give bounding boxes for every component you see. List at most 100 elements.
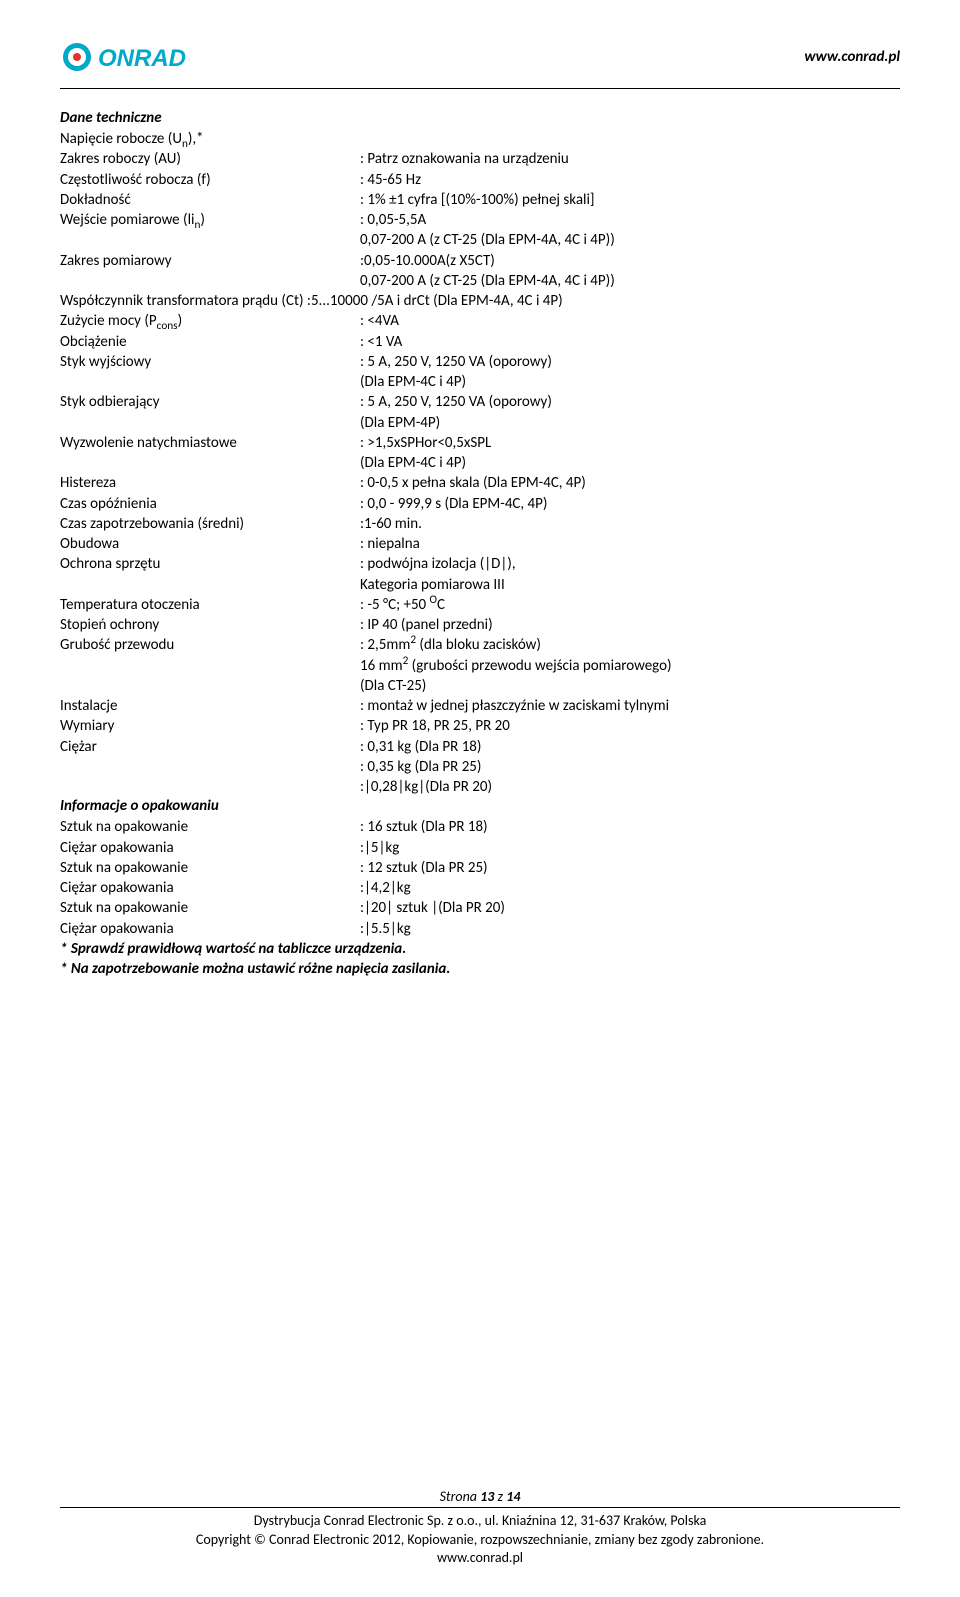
spec-value: : 0-0,5 x pełna skala (Dla EPM-4C, 4P) <box>360 473 900 493</box>
footer-line2: Copyright © Conrad Electronic 2012, Kopi… <box>60 1531 900 1549</box>
spec-row: Ochrona sprzętu: podwójna izolacja (|D|)… <box>60 554 900 574</box>
spec-label: Dokładność <box>60 190 360 210</box>
spec-value: :1-60 min. <box>360 514 900 534</box>
conrad-logo-icon: ONRAD <box>60 40 260 74</box>
spec-row: Styk odbierający: 5 A, 250 V, 1250 VA (o… <box>60 392 900 412</box>
spec-row: Napięcie robocze (Un),* <box>60 129 900 149</box>
spec-row: Temperatura otoczenia: -5 °C; +50 OC <box>60 595 900 615</box>
spec-label: Wejście pomiarowe (lin) <box>60 210 360 230</box>
packaging-value: :|5|kg <box>360 838 900 858</box>
page-number: Strona 13 z 14 <box>60 1488 900 1505</box>
packaging-row: Sztuk na opakowanie: 16 sztuk (Dla PR 18… <box>60 817 900 837</box>
spec-label: Obudowa <box>60 534 360 554</box>
spec-row: Ciężar: 0,31 kg (Dla PR 18) <box>60 737 900 757</box>
packaging-value: :|20| sztuk |(Dla PR 20) <box>360 898 900 918</box>
header-divider <box>60 88 900 89</box>
spec-sub: 0,07-200 A (z CT-25 (Dla EPM-4A, 4C i 4P… <box>360 271 900 291</box>
packaging-title: Informacje o opakowaniu <box>60 797 900 815</box>
spec-label: Obciążenie <box>60 332 360 352</box>
spec-value: : -5 °C; +50 OC <box>360 595 900 615</box>
spec-row: Czas zapotrzebowania (średni):1-60 min. <box>60 514 900 534</box>
spec-sub: (Dla EPM-4C i 4P) <box>360 453 900 473</box>
spec-label: Wymiary <box>60 716 360 736</box>
packaging-list: Sztuk na opakowanie: 16 sztuk (Dla PR 18… <box>60 817 900 939</box>
spec-row: Wejście pomiarowe (lin): 0,05-5,5A <box>60 210 900 230</box>
packaging-row: Sztuk na opakowanie: 12 sztuk (Dla PR 25… <box>60 858 900 878</box>
spec-label: Wyzwolenie natychmiastowe <box>60 433 360 453</box>
spec-sub: 16 mm2 (grubości przewodu wejścia pomiar… <box>360 656 900 676</box>
spec-label: Temperatura otoczenia <box>60 595 360 615</box>
spec-label: Styk odbierający <box>60 392 360 412</box>
packaging-label: Sztuk na opakowanie <box>60 898 360 918</box>
spec-row: Styk wyjściowy: 5 A, 250 V, 1250 VA (opo… <box>60 352 900 372</box>
packaging-label: Sztuk na opakowanie <box>60 858 360 878</box>
note-line: * Na zapotrzebowanie można ustawić różne… <box>60 959 900 979</box>
header-url: www.conrad.pl <box>804 48 900 66</box>
spec-sub: (Dla EPM-4P) <box>360 413 900 433</box>
packaging-row: Ciężar opakowania:|5.5|kg <box>60 919 900 939</box>
spec-row: Grubość przewodu: 2,5mm2 (dla bloku zaci… <box>60 635 900 655</box>
spec-value: : 0,05-5,5A <box>360 210 900 230</box>
packaging-value: :|5.5|kg <box>360 919 900 939</box>
spec-label: Częstotliwość robocza (f) <box>60 170 360 190</box>
spec-sub: : 0,35 kg (Dla PR 25) <box>360 757 900 777</box>
spec-label: Zakres pomiarowy <box>60 251 360 271</box>
spec-sub: (Dla EPM-4C i 4P) <box>360 372 900 392</box>
spec-value: :0,05-10.000A(z X5CT) <box>360 251 900 271</box>
spec-label: Histereza <box>60 473 360 493</box>
spec-label: Instalacje <box>60 696 360 716</box>
spec-value: : Patrz oznakowania na urządzeniu <box>360 149 900 169</box>
spec-sub: (Dla CT-25) <box>360 676 900 696</box>
packaging-label: Ciężar opakowania <box>60 919 360 939</box>
spec-value: : >1,5xSPHor<0,5xSPL <box>360 433 900 453</box>
spec-row: Obciążenie: <1 VA <box>60 332 900 352</box>
spec-value: : 5 A, 250 V, 1250 VA (oporowy) <box>360 392 900 412</box>
spec-value: : IP 40 (panel przedni) <box>360 615 900 635</box>
footer-divider <box>60 1507 900 1508</box>
spec-value: : podwójna izolacja (|D|), <box>360 554 900 574</box>
packaging-value: :|4,2|kg <box>360 878 900 898</box>
spec-value: : Typ PR 18, PR 25, PR 20 <box>360 716 900 736</box>
spec-row: Zakres roboczy (AU): Patrz oznakowania n… <box>60 149 900 169</box>
spec-row: Wymiary: Typ PR 18, PR 25, PR 20 <box>60 716 900 736</box>
spec-label: Zakres roboczy (AU) <box>60 149 360 169</box>
spec-row: Współczynnik transformatora prądu (Ct) :… <box>60 291 900 311</box>
footer-copyright: Dystrybucja Conrad Electronic Sp. z o.o.… <box>60 1512 900 1567</box>
page: ONRAD www.conrad.pl Dane techniczne Napi… <box>0 0 960 1597</box>
spec-value: : <1 VA <box>360 332 900 352</box>
header: ONRAD www.conrad.pl <box>60 40 900 74</box>
footer-line1: Dystrybucja Conrad Electronic Sp. z o.o.… <box>60 1512 900 1530</box>
spec-label: Czas zapotrzebowania (średni) <box>60 514 360 534</box>
spec-value: : niepalna <box>360 534 900 554</box>
spec-row: Zakres pomiarowy:0,05-10.000A(z X5CT) <box>60 251 900 271</box>
spec-value: : 5 A, 250 V, 1250 VA (oporowy) <box>360 352 900 372</box>
conrad-logo: ONRAD <box>60 40 260 74</box>
spec-row: Częstotliwość robocza (f): 45-65 Hz <box>60 170 900 190</box>
packaging-row: Ciężar opakowania:|5|kg <box>60 838 900 858</box>
spec-value: : <4VA <box>360 311 900 331</box>
spec-value: : 1% ±1 cyfra [(10%-100%) pełnej skali] <box>360 190 900 210</box>
spec-sub: Kategoria pomiarowa III <box>360 575 900 595</box>
spec-row: Czas opóźnienia: 0,0 - 999,9 s (Dla EPM-… <box>60 494 900 514</box>
spec-label: Grubość przewodu <box>60 635 360 655</box>
spec-label: Ciężar <box>60 737 360 757</box>
spec-full: Współczynnik transformatora prądu (Ct) :… <box>60 291 563 311</box>
packaging-label: Ciężar opakowania <box>60 838 360 858</box>
spec-label: Zużycie mocy (Pcons) <box>60 311 360 331</box>
notes: * Sprawdź prawidłową wartość na tabliczc… <box>60 939 900 980</box>
spec-value: : montaż w jednej płaszczyźnie w zaciska… <box>360 696 900 716</box>
specs-list: Napięcie robocze (Un),*Zakres roboczy (A… <box>60 129 900 797</box>
spec-label: Ochrona sprzętu <box>60 554 360 574</box>
spec-row: Zużycie mocy (Pcons): <4VA <box>60 311 900 331</box>
spec-row: Wyzwolenie natychmiastowe: >1,5xSPHor<0,… <box>60 433 900 453</box>
spec-value: : 2,5mm2 (dla bloku zacisków) <box>360 635 900 655</box>
spec-value: : 0,31 kg (Dla PR 18) <box>360 737 900 757</box>
spec-row: Dokładność: 1% ±1 cyfra [(10%-100%) pełn… <box>60 190 900 210</box>
spec-label: Stopień ochrony <box>60 615 360 635</box>
spec-row: Obudowa: niepalna <box>60 534 900 554</box>
spec-value: : 0,0 - 999,9 s (Dla EPM-4C, 4P) <box>360 494 900 514</box>
spec-value: : 45-65 Hz <box>360 170 900 190</box>
spec-label: Styk wyjściowy <box>60 352 360 372</box>
note-line: * Sprawdź prawidłową wartość na tabliczc… <box>60 939 900 959</box>
packaging-label: Ciężar opakowania <box>60 878 360 898</box>
